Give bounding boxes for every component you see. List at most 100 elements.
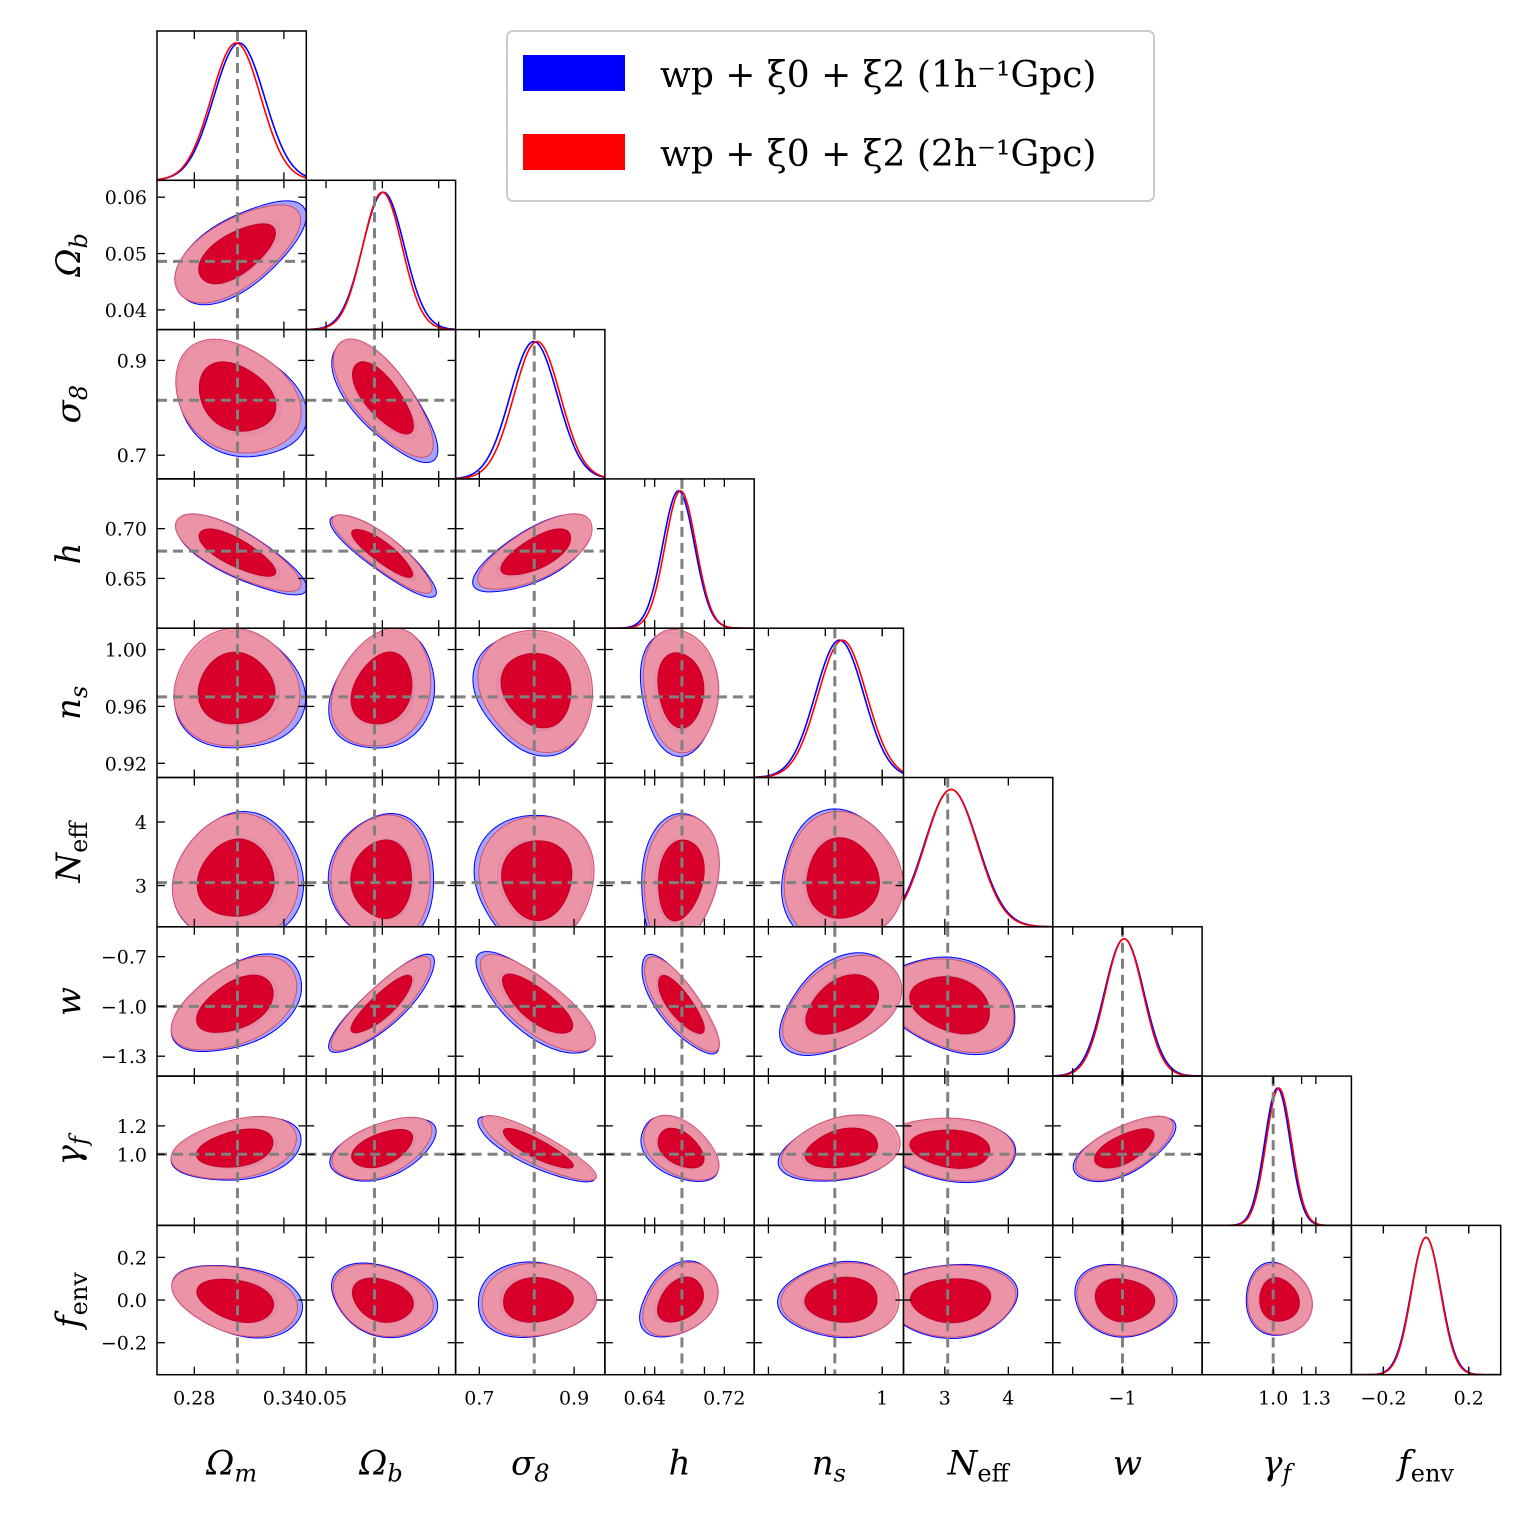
panel-frame	[454, 328, 606, 480]
contour-68-series-2	[805, 974, 880, 1035]
ticks	[1052, 1076, 1203, 1226]
contour-panel--f-vs-ns	[753, 1075, 905, 1227]
x-tick-label-fenv: −0.2	[1360, 1388, 1406, 1410]
contour-panel--8-vs--m	[156, 328, 308, 480]
contour-68-series-2	[500, 652, 572, 729]
contour-panel-fenv-vs--b	[305, 1224, 457, 1376]
ticks	[325, 180, 440, 330]
marginal-panel--b	[305, 179, 457, 331]
contour-panel-fenv-vs-ns	[753, 1224, 905, 1376]
marginal-panel--f	[1201, 1075, 1353, 1227]
ticks	[157, 478, 307, 629]
x-tick-label--8: 0.9	[559, 1388, 589, 1410]
ticks	[604, 926, 755, 1077]
legend-swatch-series-1	[523, 55, 625, 91]
legend-label-series-2: wp + ξ0 + ξ2 (2h⁻¹Gpc)	[660, 134, 1096, 175]
ticks	[754, 1225, 904, 1375]
ticks	[193, 31, 285, 181]
ticks	[455, 478, 605, 629]
marginal-curve-1	[1202, 1087, 1352, 1226]
y-tick-label-w: −0.7	[101, 947, 147, 969]
ticks	[455, 628, 605, 778]
ticks	[306, 777, 456, 927]
ticks	[306, 1225, 456, 1375]
contour-68-series-2	[351, 1277, 414, 1323]
ticks	[455, 777, 605, 927]
contour-panel-ns-vs--m	[156, 627, 308, 779]
ticks	[1382, 1225, 1470, 1375]
y-tick-label--f: 1.2	[117, 1116, 147, 1138]
contour-panel--f-vs-w	[1052, 1075, 1203, 1227]
x-axis-label--8: σ8	[511, 1444, 550, 1488]
contour-68-series-2	[503, 1277, 574, 1323]
y-axis-label-ns: ns	[49, 686, 93, 720]
y-tick-label-w: −1.3	[101, 1046, 147, 1068]
contour-68-series-2	[1094, 1128, 1155, 1169]
contour-panel-fenv-vs-h	[604, 1224, 755, 1376]
ticks	[157, 628, 307, 778]
contour-panel-h-vs--b	[305, 478, 457, 629]
y-tick-label-ns: 1.00	[105, 640, 147, 662]
ticks	[306, 1076, 456, 1226]
legend-label-series-1: wp + ξ0 + ξ2 (1h⁻¹Gpc)	[660, 55, 1096, 96]
contour-panel-h-vs--8	[454, 478, 606, 629]
contour-68-series-2	[350, 974, 413, 1034]
y-tick-label-h: 0.70	[105, 519, 147, 541]
contour-68-series-2	[351, 361, 414, 435]
contour-68-series-2	[656, 1276, 705, 1323]
panel-frame	[305, 179, 457, 331]
y-axis-label--f: γf	[49, 1132, 93, 1165]
x-tick-label--f: 1.0	[1258, 1388, 1288, 1410]
contour-panel--f-vs--8	[454, 1075, 606, 1227]
marginal-curve-2	[306, 191, 456, 330]
ticks	[604, 777, 755, 927]
contour-panel-w-vs-h	[604, 926, 755, 1077]
marginal-curve-1	[903, 788, 1053, 927]
contour-68-series-2	[658, 974, 705, 1035]
marginal-curve-2	[455, 340, 605, 479]
contour-68-series-2	[196, 974, 274, 1033]
x-axis-label-neff: Neff	[947, 1444, 1011, 1488]
contour-panel--f-vs--b	[305, 1075, 457, 1227]
x-tick-label--b: 0.05	[305, 1388, 347, 1410]
contour-panel-fenv-vs--f	[1201, 1224, 1353, 1376]
marginal-curve-1	[157, 42, 307, 181]
marginal-curve-1	[1351, 1236, 1501, 1375]
contour-panel-ns-vs-h	[604, 627, 755, 779]
marginal-panel--m	[156, 30, 308, 182]
ticks	[644, 478, 725, 629]
y-tick-label-neff: 3	[135, 876, 147, 898]
ticks	[604, 1225, 755, 1375]
corner-panels	[156, 30, 1502, 1376]
x-tick-label-fenv: 0.2	[1454, 1388, 1484, 1410]
contour-panel-fenv-vs--m	[156, 1224, 308, 1376]
y-tick-label-neff: 4	[135, 812, 147, 834]
contour-68-series-2	[351, 529, 414, 578]
ticks	[157, 777, 307, 927]
x-axis-label--f: γf	[1262, 1444, 1295, 1488]
ticks	[767, 628, 883, 778]
ticks	[157, 329, 307, 479]
legend-frame	[506, 30, 1155, 202]
contour-panel--f-vs-neff	[902, 1075, 1054, 1227]
contour-panel-ns-vs--8	[454, 627, 606, 779]
x-axis-label-h: h	[669, 1444, 691, 1484]
y-axis-label--b: Ωb	[49, 233, 93, 278]
marginal-panel-fenv	[1350, 1224, 1502, 1376]
contour-panel--f-vs-h	[604, 1075, 755, 1227]
contour-68-series-2	[351, 1128, 414, 1169]
marginal-curve-1	[1052, 937, 1203, 1077]
legend: wp + ξ0 + ξ2 (1h⁻¹Gpc) wp + ξ0 + ξ2 (2h⁻…	[506, 30, 1155, 202]
contour-68-series-2	[909, 1129, 991, 1169]
contour-panel-w-vs-ns	[753, 926, 905, 1077]
y-axis-label-h: h	[49, 543, 89, 565]
y-tick-label-ns: 0.96	[105, 696, 147, 718]
marginal-curve-1	[754, 639, 904, 778]
y-tick-label--8: 0.7	[117, 445, 147, 467]
contour-panel-w-vs--b	[305, 926, 457, 1077]
marginal-panel--8	[454, 328, 606, 480]
contour-68-series-2	[804, 1276, 878, 1323]
ticks	[604, 628, 755, 778]
ticks	[455, 1076, 605, 1226]
